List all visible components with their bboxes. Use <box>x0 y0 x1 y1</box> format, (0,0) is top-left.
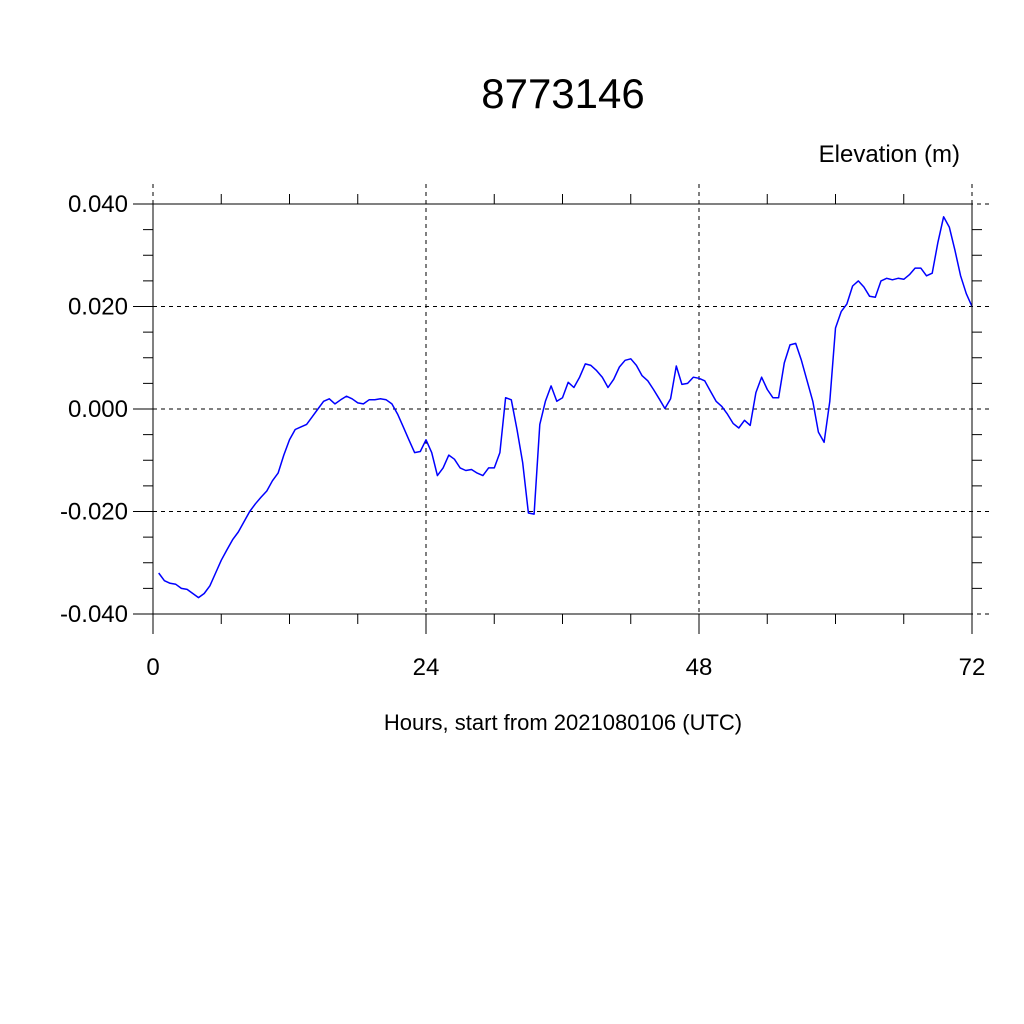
x-tick-label: 0 <box>146 654 159 681</box>
y-axis-label: Elevation (m) <box>819 141 960 168</box>
y-tick-label: 0.000 <box>68 396 128 423</box>
y-tick-label: -0.040 <box>60 601 128 628</box>
x-tick-label: 24 <box>413 654 440 681</box>
x-tick-label: 72 <box>959 654 986 681</box>
y-tick-label: 0.020 <box>68 294 128 321</box>
axis-tick-labels: -0.040 -0.020 0.000 0.020 0.040 0 24 48 72 <box>60 191 985 681</box>
y-tick-label: 0.040 <box>68 191 128 218</box>
y-tick-label: -0.020 <box>60 499 128 526</box>
axis-ticks <box>133 194 982 634</box>
elevation-series-line <box>158 216 973 599</box>
series-layer <box>158 216 973 599</box>
x-axis-label: Hours, start from 2021080106 (UTC) <box>384 710 742 735</box>
chart-title: 8773146 <box>481 70 645 117</box>
x-tick-label: 48 <box>686 654 713 681</box>
grid-lines <box>152 184 992 615</box>
